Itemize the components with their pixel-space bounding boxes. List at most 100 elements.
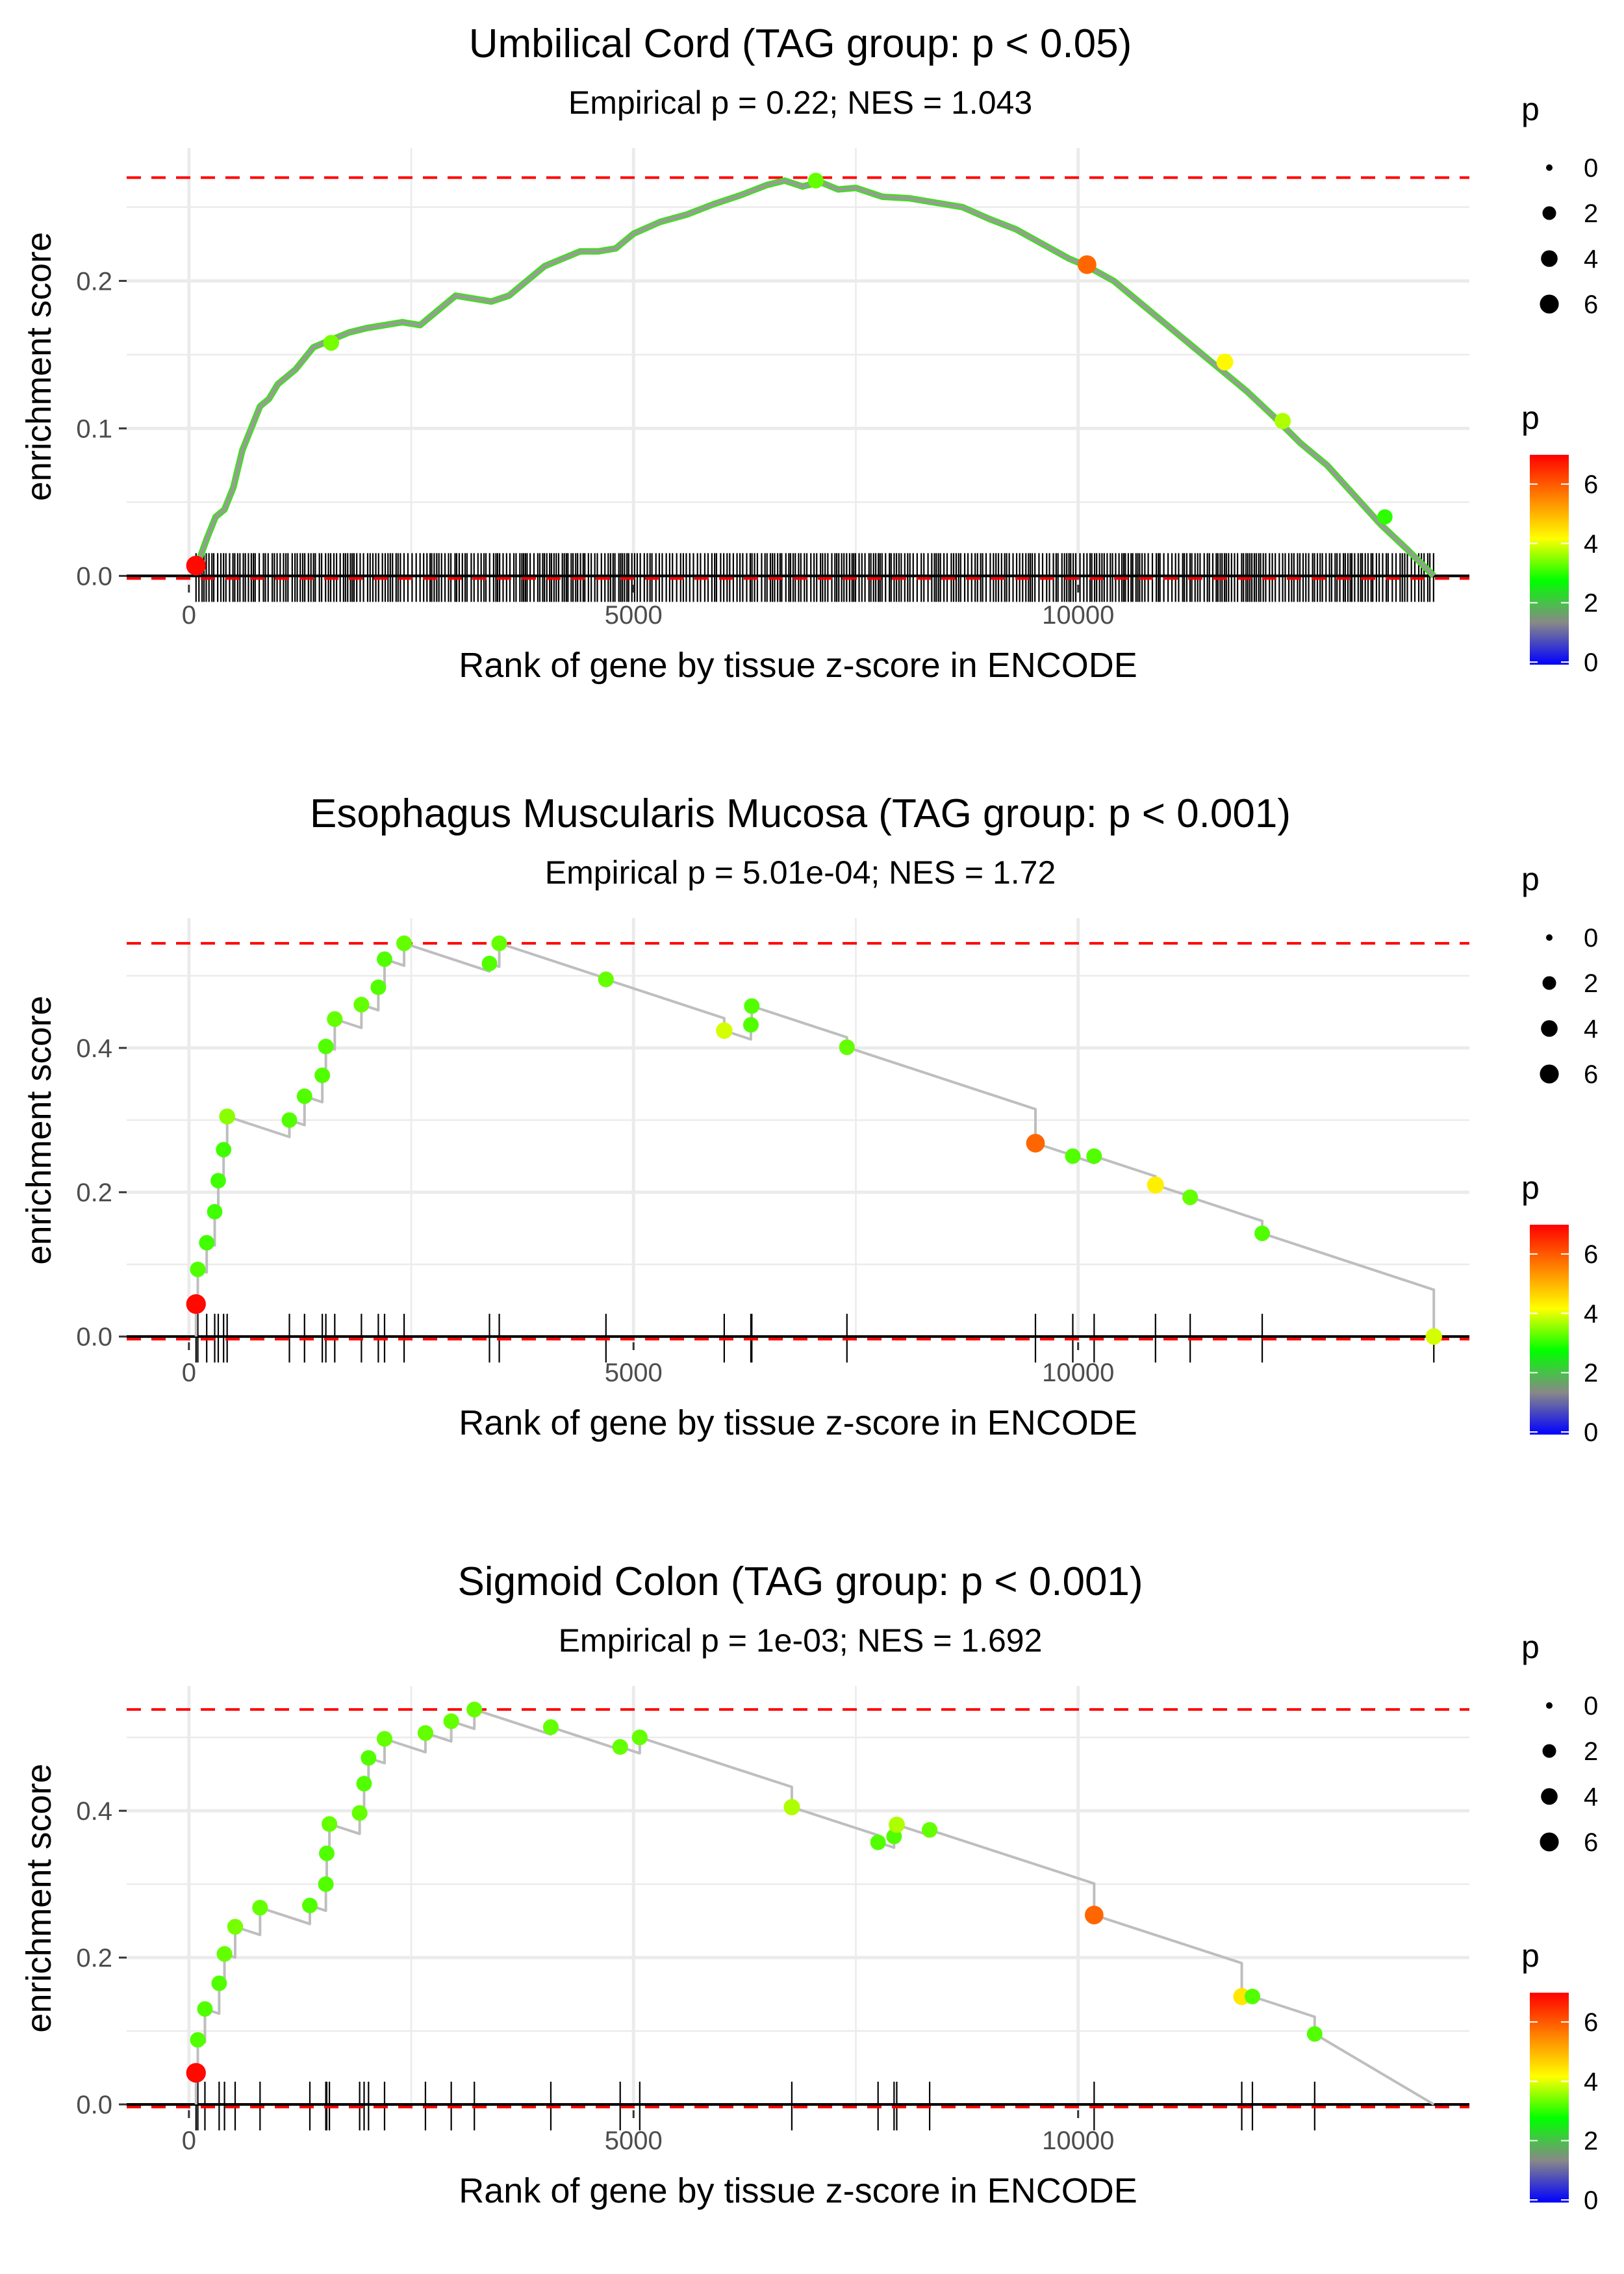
size-legend-key (1546, 934, 1553, 941)
y-tick-label: 0.0 (76, 2091, 112, 2119)
colorbar-label: 4 (1584, 530, 1598, 558)
hit-point (319, 1845, 335, 1861)
panel-2: Esophagus Muscularis Mucosa (TAG group: … (19, 791, 1598, 1447)
x-tick-label: 0 (182, 2127, 196, 2155)
size-legend-label: 0 (1584, 924, 1598, 952)
plot-subtitle: Empirical p = 5.01e-04; NES = 1.72 (545, 854, 1056, 891)
x-axis-title: Rank of gene by tissue z-score in ENCODE (459, 2171, 1137, 2210)
hit-point (327, 1011, 343, 1027)
y-tick-label: 0.2 (76, 267, 112, 296)
hit-point (744, 998, 760, 1014)
es-curve-halo (193, 177, 1436, 578)
size-legend-key (1546, 164, 1553, 171)
hit-point (351, 1805, 368, 1821)
x-tick-label: 0 (182, 1359, 196, 1387)
hit-point (353, 997, 370, 1013)
size-legend-label: 4 (1584, 1015, 1598, 1043)
es-curve (194, 941, 1436, 1337)
color-legend: p 0 2 4 6 (1521, 1937, 1598, 2215)
color-legend: p 0 2 4 6 (1521, 1169, 1598, 1447)
size-legend-label: 6 (1584, 1828, 1598, 1857)
size-legend-key (1540, 1064, 1559, 1084)
plot-subtitle: Empirical p = 1e-03; NES = 1.692 (559, 1622, 1043, 1659)
size-legend-label: 4 (1584, 1783, 1598, 1811)
hit-point (1182, 1189, 1199, 1205)
x-tick-label: 5000 (605, 2127, 663, 2155)
hit-point (318, 1876, 334, 1893)
hit-point (1086, 1148, 1102, 1164)
x-tick-label: 10000 (1042, 601, 1114, 630)
size-legend-key (1541, 1020, 1558, 1037)
y-axis-title: enrichment score (19, 995, 58, 1264)
y-tick-label: 0.2 (76, 1179, 112, 1207)
x-tick-label: 5000 (605, 1359, 663, 1387)
size-legend-key (1542, 206, 1556, 220)
hit-point (314, 1067, 331, 1084)
hit-point (612, 1739, 628, 1755)
hit-point (322, 1816, 338, 1832)
hit-point (1026, 1134, 1045, 1153)
colorbar-label: 2 (1584, 1359, 1598, 1388)
size-legend-title: p (1521, 1629, 1540, 1665)
hit-point (199, 1234, 215, 1251)
hit-point (443, 1713, 459, 1730)
colorbar-label: 6 (1584, 2008, 1598, 2037)
y-tick-label: 0.4 (76, 1034, 112, 1063)
hit-point (356, 1776, 372, 1792)
hit-point (186, 556, 206, 576)
colorbar-label: 2 (1584, 2127, 1598, 2156)
size-legend: p 0 2 4 6 (1521, 91, 1598, 319)
hit-point (1245, 1988, 1260, 2004)
hit-point (1306, 2026, 1323, 2042)
size-legend-key (1540, 294, 1559, 314)
colorbar-label: 2 (1584, 589, 1598, 618)
hit-point (186, 2063, 206, 2083)
hit-point (396, 935, 412, 951)
colorbar (1530, 455, 1569, 665)
hit-point (1084, 1906, 1104, 1924)
size-legend-title: p (1521, 861, 1540, 897)
colorbar-label: 0 (1584, 1418, 1598, 1447)
plot-title: Sigmoid Colon (TAG group: p < 0.001) (457, 1559, 1143, 1604)
hit-point (216, 1142, 232, 1158)
x-tick-label: 10000 (1042, 2127, 1114, 2155)
es-curve (194, 179, 1436, 578)
hit-point (1216, 353, 1234, 371)
hit-point (190, 2032, 206, 2048)
hit-point (598, 971, 614, 988)
hit-point (1425, 1328, 1442, 1345)
hit-point (281, 1112, 298, 1128)
color-legend: p 0 2 4 6 (1521, 400, 1598, 677)
colorbar-label: 6 (1584, 1240, 1598, 1269)
hit-point (296, 1088, 312, 1105)
hit-point (716, 1022, 733, 1039)
hit-point (839, 1039, 855, 1055)
colorbar-label: 6 (1584, 470, 1598, 499)
hit-point (491, 935, 507, 951)
x-axis-title: Rank of gene by tissue z-score in ENCODE (459, 1403, 1137, 1442)
y-tick-label: 0.2 (76, 1944, 112, 1973)
colorbar-label: 0 (1584, 648, 1598, 677)
y-tick-label: 0.1 (76, 415, 112, 443)
hit-point (1254, 1225, 1271, 1242)
size-legend-label: 0 (1584, 154, 1598, 183)
size-legend-key (1546, 1702, 1553, 1709)
size-legend-label: 4 (1584, 245, 1598, 274)
size-legend-key (1541, 250, 1558, 267)
hit-point (1077, 255, 1097, 274)
hit-point (219, 1108, 235, 1125)
hit-point (216, 1946, 233, 1962)
size-legend-label: 2 (1584, 969, 1598, 998)
color-legend-title: p (1521, 1169, 1540, 1206)
es-curve (194, 1708, 1435, 2106)
x-tick-label: 5000 (605, 601, 663, 630)
hit-point (376, 1731, 393, 1747)
plot-title: Esophagus Muscularis Mucosa (TAG group: … (310, 791, 1291, 836)
x-axis-title: Rank of gene by tissue z-score in ENCODE (459, 646, 1137, 685)
size-legend-label: 2 (1584, 199, 1598, 228)
panel-3: Sigmoid Colon (TAG group: p < 0.001) Empi… (19, 1559, 1598, 2215)
plot-subtitle: Empirical p = 0.22; NES = 1.043 (568, 84, 1032, 121)
y-axis-title: enrichment score (19, 1763, 58, 2032)
hit-point (807, 172, 824, 189)
y-axis-title: enrichment score (19, 232, 58, 501)
